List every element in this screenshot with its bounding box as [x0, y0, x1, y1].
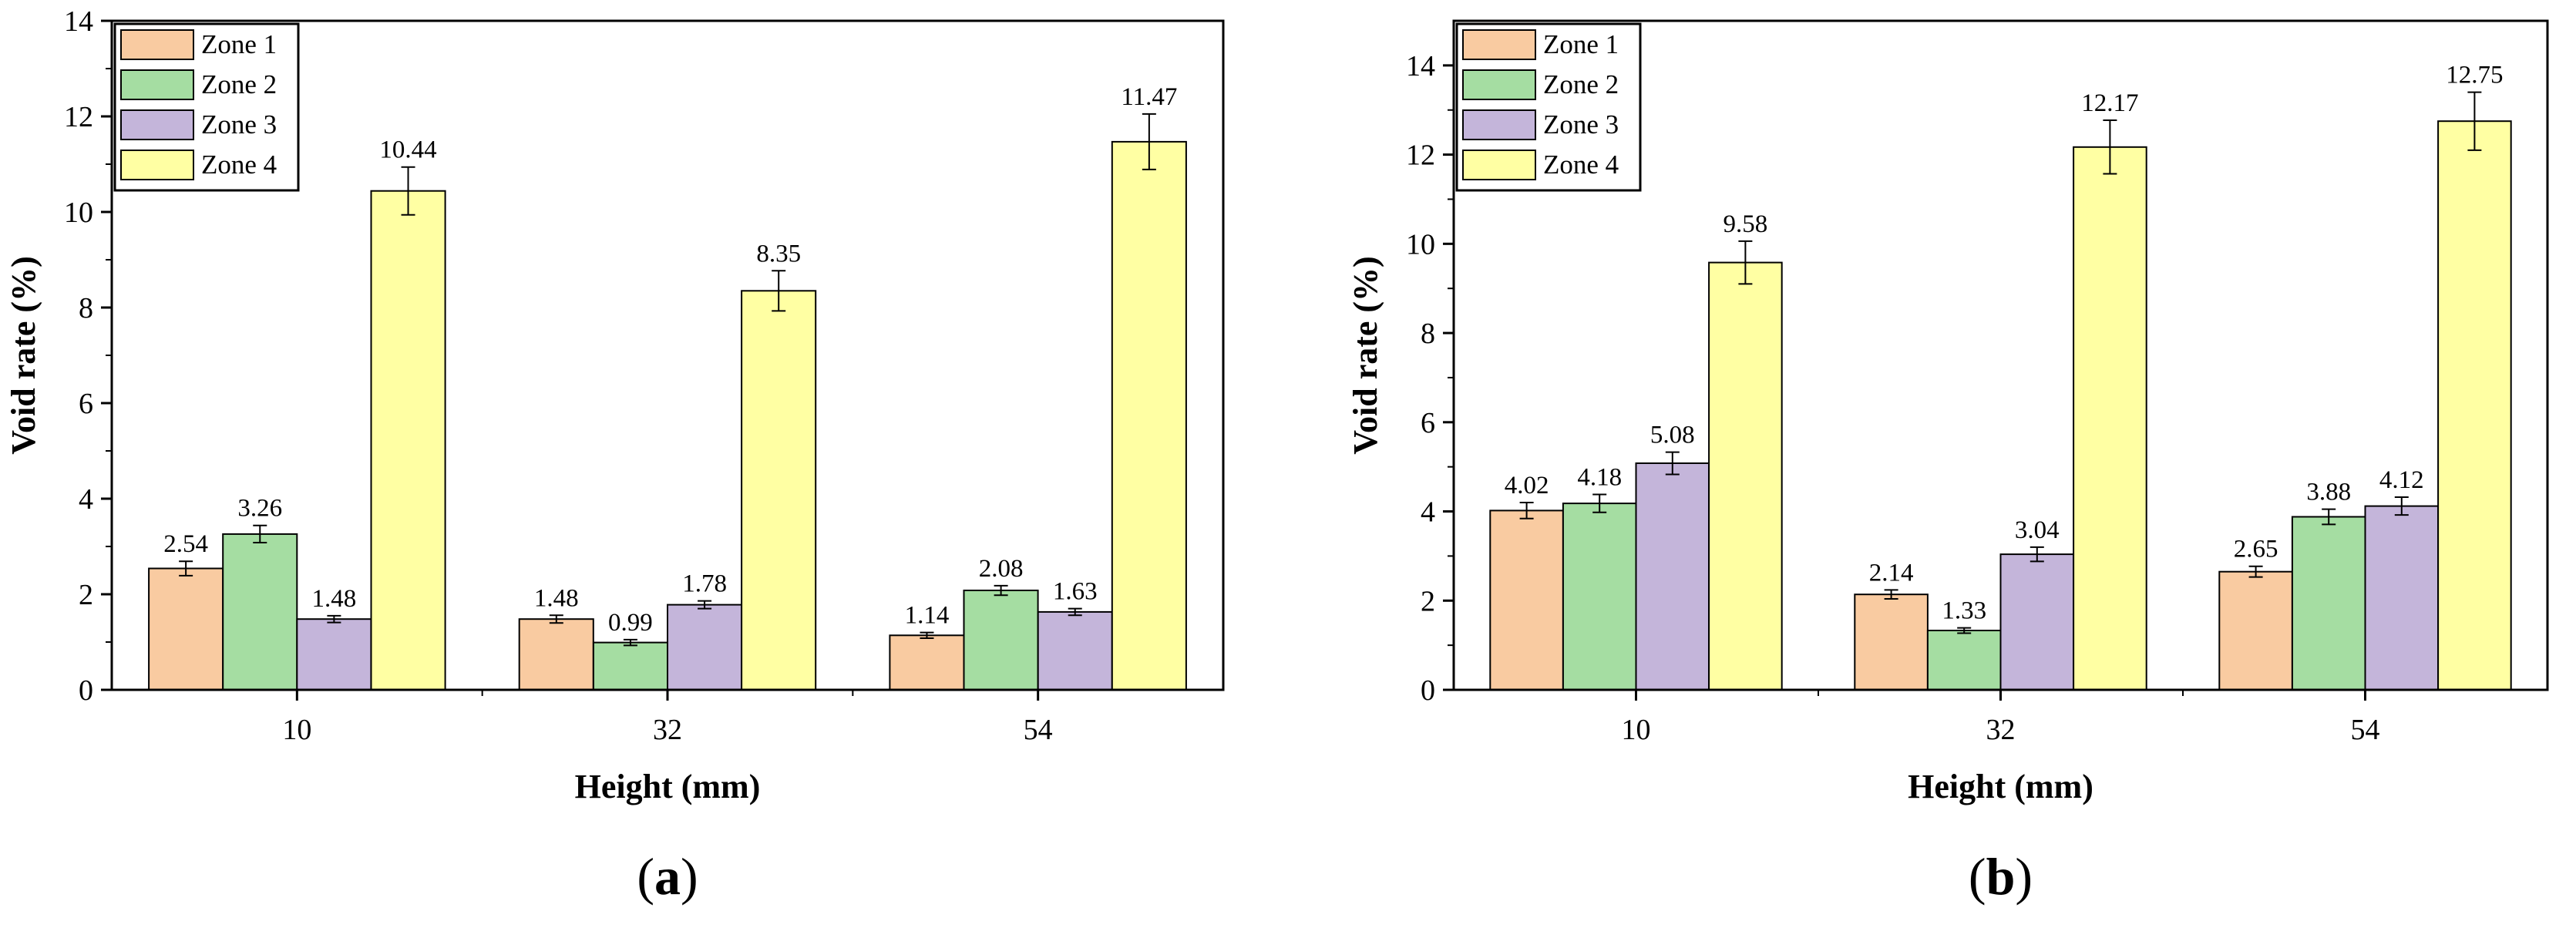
legend: Zone 1 Zone 2 Zone 3 Zone 4 [113, 22, 300, 192]
bar [2364, 505, 2440, 691]
legend-swatch [1462, 69, 1536, 100]
y-tick-label: 14 [1406, 50, 1435, 82]
x-tick-label: 32 [653, 714, 682, 746]
y-tick-label: 10 [64, 197, 93, 229]
y-tick-label: 8 [1421, 318, 1435, 350]
data-label: 4.18 [1577, 464, 1622, 492]
bar [592, 641, 669, 691]
y-tick-label: 6 [79, 388, 93, 420]
bar [370, 190, 446, 691]
bar [222, 533, 298, 691]
legend-swatch [120, 69, 194, 100]
bar [667, 604, 743, 691]
legend-label: Zone 2 [201, 69, 277, 99]
chart-panel-b: 4.02 2.14 2.65 4.18 1.33 3.88 5.08 3.04 4.12 9.58… [1347, 19, 2549, 906]
legend-label: Zone 3 [201, 109, 277, 140]
legend-swatch [1462, 150, 1536, 180]
data-label: 10.44 [379, 136, 436, 164]
data-label: 4.12 [2379, 466, 2424, 494]
bar [889, 634, 965, 691]
y-tick-label: 14 [64, 5, 93, 38]
data-label: 12.17 [2081, 89, 2138, 117]
y-tick-label: 0 [79, 674, 93, 707]
legend-swatch [120, 150, 194, 180]
data-label: 11.47 [1121, 83, 1177, 111]
bar [1037, 610, 1113, 691]
y-tick-label: 2 [79, 579, 93, 611]
y-tick-label: 0 [1421, 674, 1435, 707]
legend-label: Zone 4 [201, 150, 277, 180]
bar [1111, 140, 1187, 691]
y-tick-label: 2 [1421, 585, 1435, 617]
legend-label: Zone 1 [1543, 29, 1619, 59]
bar [1708, 261, 1783, 691]
x-tick-label: 32 [1986, 714, 2016, 746]
legend-label: Zone 4 [1543, 150, 1619, 180]
legend: Zone 1 Zone 2 Zone 3 Zone 4 [1455, 22, 1642, 192]
bar [1926, 630, 2002, 691]
y-tick-label: 10 [1406, 228, 1435, 261]
legend-swatch [1462, 29, 1536, 60]
data-label: 2.54 [163, 530, 208, 558]
bar [1635, 462, 1710, 691]
bar [2437, 120, 2512, 691]
data-label: 1.48 [312, 585, 357, 613]
y-tick-label: 6 [1421, 407, 1435, 439]
chart-panel-a: 2.54 1.48 1.14 3.26 0.99 2.08 1.48 1.78 1.63 10.4… [5, 5, 1225, 906]
x-tick-label: 54 [1024, 714, 1053, 746]
y-axis-title: Void rate (%) [5, 256, 42, 454]
data-label: 3.26 [237, 495, 282, 523]
legend-label: Zone 1 [201, 29, 277, 59]
bar [2073, 146, 2147, 691]
data-label: 4.02 [1505, 472, 1549, 499]
y-axis-title: Void rate (%) [1347, 256, 1384, 454]
bar [963, 590, 1039, 691]
panel-label: (b) [1969, 847, 2033, 906]
x-tick-label: 54 [2351, 714, 2380, 746]
bar [1562, 503, 1637, 691]
data-label: 5.08 [1650, 422, 1695, 449]
data-label: 3.88 [2306, 479, 2351, 506]
legend-label: Zone 3 [1543, 109, 1619, 140]
data-label: 3.04 [2015, 516, 2060, 544]
y-tick-label: 4 [1421, 496, 1435, 529]
data-label: 1.63 [1053, 578, 1098, 606]
data-label: 2.08 [979, 555, 1024, 583]
bar [518, 618, 594, 691]
bar [2218, 570, 2293, 691]
bar [2291, 516, 2366, 691]
y-tick-label: 4 [79, 483, 93, 516]
data-label: 1.14 [905, 602, 950, 630]
y-tick-label: 12 [64, 101, 93, 133]
data-label: 2.65 [2234, 536, 2278, 563]
bar [148, 567, 224, 691]
data-label: 9.58 [1723, 210, 1768, 238]
legend-swatch [120, 29, 194, 60]
data-label: 8.35 [756, 240, 801, 267]
data-label: 1.78 [682, 570, 727, 598]
bar [296, 618, 372, 691]
bar [741, 290, 817, 691]
data-label: 2.14 [1869, 559, 1914, 587]
data-label: 1.48 [534, 584, 579, 612]
bar [1999, 553, 2075, 691]
x-tick-label: 10 [1622, 714, 1651, 746]
y-tick-label: 12 [1406, 140, 1435, 172]
legend-swatch [1462, 109, 1536, 140]
legend-label: Zone 2 [1543, 69, 1619, 99]
bar [1854, 593, 1929, 691]
data-label: 12.75 [2446, 62, 2503, 89]
x-tick-label: 10 [282, 714, 311, 746]
legend-swatch [120, 109, 194, 140]
y-tick-label: 8 [79, 292, 93, 324]
data-label: 0.99 [608, 609, 653, 637]
x-axis-title: Height (mm) [575, 768, 761, 805]
bar [1489, 509, 1564, 691]
data-label: 1.33 [1942, 597, 1986, 625]
x-axis-title: Height (mm) [1908, 768, 2093, 805]
panel-label: (a) [637, 847, 698, 906]
